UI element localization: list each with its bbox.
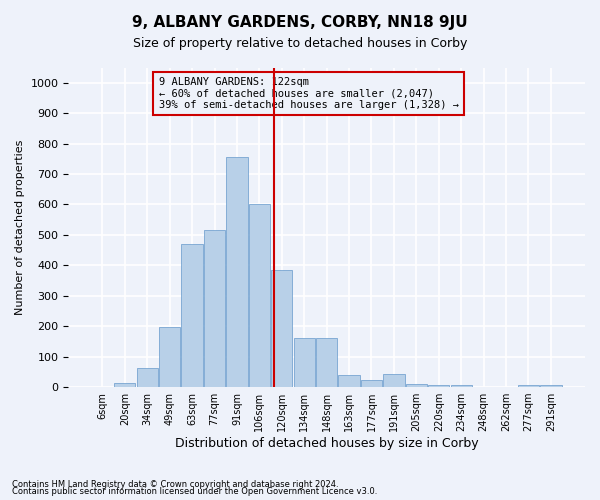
Text: 9 ALBANY GARDENS: 122sqm
← 60% of detached houses are smaller (2,047)
39% of sem: 9 ALBANY GARDENS: 122sqm ← 60% of detach… [159,77,459,110]
Bar [271,270,292,387]
Bar [137,368,158,387]
Bar [383,374,404,387]
Bar [338,375,360,387]
Text: 9, ALBANY GARDENS, CORBY, NN18 9JU: 9, ALBANY GARDENS, CORBY, NN18 9JU [132,15,468,30]
Bar [406,384,427,387]
Bar [159,327,181,387]
Bar [204,230,225,387]
Bar [249,204,270,387]
Bar [293,338,315,387]
Bar [451,385,472,387]
Bar [316,338,337,387]
Bar [428,385,449,387]
Bar [181,244,203,387]
Bar [226,156,248,387]
Bar [361,380,382,387]
Text: Size of property relative to detached houses in Corby: Size of property relative to detached ho… [133,38,467,51]
Bar [518,385,539,387]
Text: Contains public sector information licensed under the Open Government Licence v3: Contains public sector information licen… [12,487,377,496]
Y-axis label: Number of detached properties: Number of detached properties [15,140,25,315]
Text: Contains HM Land Registry data © Crown copyright and database right 2024.: Contains HM Land Registry data © Crown c… [12,480,338,489]
Bar [114,384,136,387]
Bar [540,385,562,387]
X-axis label: Distribution of detached houses by size in Corby: Distribution of detached houses by size … [175,437,478,450]
